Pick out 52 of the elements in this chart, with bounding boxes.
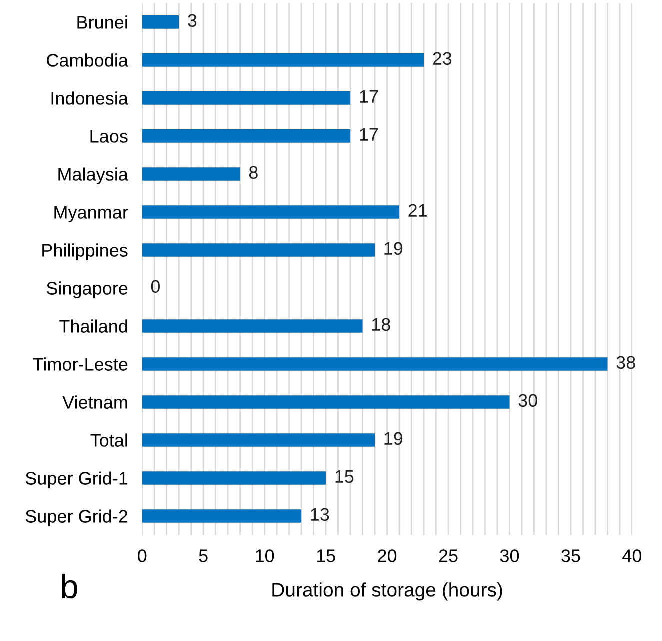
- data-label: 13: [311, 508, 330, 522]
- bar: [142, 472, 326, 485]
- data-label: 19: [384, 242, 403, 256]
- y-tick-label: Philippines: [42, 244, 128, 261]
- bar: [142, 206, 400, 219]
- data-label: 15: [336, 470, 354, 484]
- data-label: 17: [360, 90, 378, 103]
- x-axis-title: Duration of storage (hours): [272, 582, 502, 601]
- y-tick-label: Timor-Leste: [33, 358, 128, 371]
- bar: [142, 320, 363, 333]
- x-tick-label: 5: [199, 550, 208, 562]
- y-tick-label: Cambodia: [47, 54, 128, 67]
- bar: [142, 54, 424, 67]
- y-tick-label: Super Grid-2: [26, 510, 128, 527]
- y-tick-label: Malaysia: [58, 168, 128, 185]
- bar: [142, 16, 180, 29]
- bar: [142, 510, 302, 523]
- data-label: 21: [408, 204, 428, 217]
- x-tick-label: 0: [138, 550, 147, 562]
- x-tick-label: 20: [378, 550, 397, 562]
- y-tick-label: Singapore: [46, 282, 128, 299]
- data-label: 18: [372, 318, 390, 332]
- x-tick-label: 35: [562, 550, 580, 562]
- bar: [142, 396, 510, 409]
- y-tick-label: Total: [90, 434, 128, 447]
- x-tick-label: 25: [439, 550, 458, 562]
- bar: [142, 358, 608, 371]
- bar: [142, 92, 351, 105]
- data-label: 17: [360, 128, 378, 141]
- data-label: 8: [249, 166, 258, 180]
- text: b: [62, 574, 78, 599]
- x-tick-label: 10: [256, 550, 274, 562]
- x-tick-label: 30: [500, 550, 520, 562]
- y-tick-label: Super Grid-1: [26, 472, 128, 489]
- y-tick-label: Thailand: [60, 320, 128, 333]
- data-label: 23: [433, 52, 452, 66]
- y-tick-label: Vietnam: [62, 396, 128, 409]
- x-tick-label: 40: [622, 550, 642, 562]
- data-label: 19: [384, 432, 403, 446]
- bar: [142, 434, 376, 447]
- x-tick-label: 15: [317, 550, 336, 562]
- bar: [142, 130, 351, 143]
- bar: [142, 168, 240, 181]
- data-label: 3: [188, 14, 197, 28]
- y-tick-label: Brunei: [78, 16, 128, 29]
- y-tick-label: Myanmar: [54, 206, 128, 223]
- data-label: 30: [518, 394, 538, 408]
- y-tick-label: Indonesia: [52, 92, 128, 105]
- data-label: 0: [151, 280, 160, 294]
- data-label: 38: [616, 356, 636, 370]
- y-tick-label: Laos: [90, 130, 128, 143]
- bar: [142, 244, 376, 257]
